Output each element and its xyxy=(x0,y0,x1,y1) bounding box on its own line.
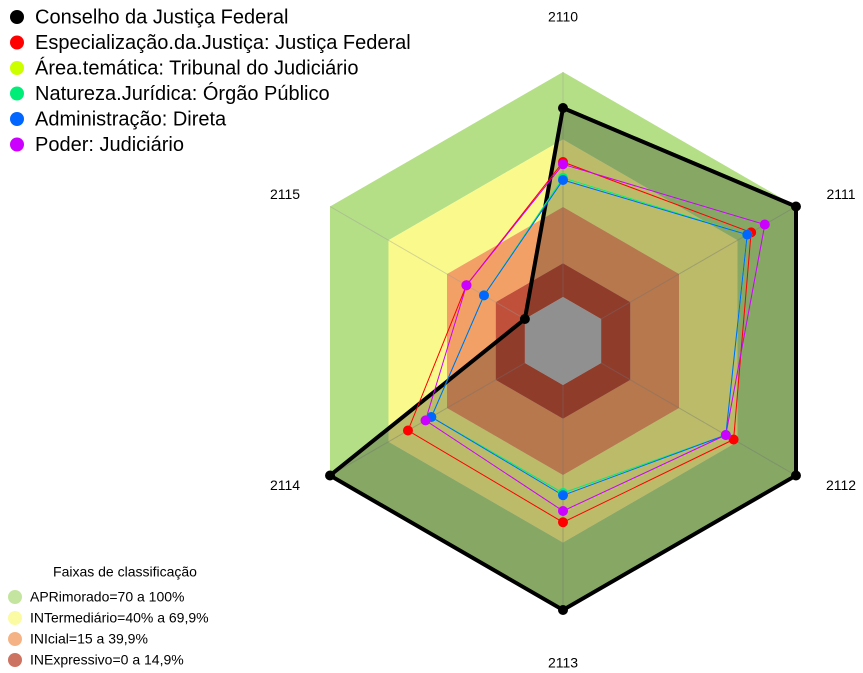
axis-label: 2111 xyxy=(826,186,855,202)
spoke xyxy=(329,206,526,320)
series-point xyxy=(402,425,413,436)
series-point xyxy=(720,430,731,440)
legend-label: Conselho da Justiça Federal xyxy=(35,6,288,28)
band xyxy=(330,72,796,610)
axis-label: 2113 xyxy=(548,655,578,671)
legend-marker xyxy=(10,137,24,152)
spoke xyxy=(600,362,797,476)
legend-label: Administração: Direta xyxy=(35,108,227,130)
axis-label: 2112 xyxy=(826,477,856,493)
legend-marker xyxy=(10,86,24,101)
series-point xyxy=(558,490,568,501)
bands-legend-marker xyxy=(8,590,22,604)
legend-label: Natureza.Jurídica: Órgão Público xyxy=(35,82,330,105)
series-point xyxy=(478,290,489,301)
band xyxy=(388,139,738,543)
series-point xyxy=(558,175,568,185)
legend-label: Poder: Judiciário xyxy=(35,134,184,156)
legend-marker xyxy=(10,112,24,126)
band xyxy=(447,207,679,475)
series-point xyxy=(519,314,530,324)
series-point xyxy=(558,605,568,615)
bands-legend-marker xyxy=(8,611,22,625)
series-point xyxy=(420,415,431,426)
series-point xyxy=(325,470,336,481)
legend-marker xyxy=(10,61,24,75)
series-point xyxy=(558,506,568,516)
series-point xyxy=(728,434,739,445)
legend-label: Área.temática: Tribunal do Judiciário xyxy=(35,56,359,79)
axis-label: 2115 xyxy=(270,186,300,202)
series-point xyxy=(558,517,568,528)
series-point xyxy=(790,470,801,481)
legend-marker xyxy=(10,35,24,50)
axis-label: 2114 xyxy=(270,477,300,493)
series-point xyxy=(790,201,801,212)
bands-legend-label: INIcial=15 a 39,9% xyxy=(30,631,148,647)
bands-legend-title: Faixas de classificação xyxy=(53,564,197,580)
legend-marker xyxy=(10,10,24,24)
axis-label: 2110 xyxy=(548,9,578,25)
bands-legend-marker xyxy=(8,632,22,646)
series-point xyxy=(558,103,568,113)
series-point xyxy=(742,229,753,240)
center-hole xyxy=(524,297,602,385)
bands-legend-label: APRimorado=70 a 100% xyxy=(30,589,185,605)
bands-legend-marker xyxy=(8,653,22,667)
series-point xyxy=(558,159,568,170)
bands-legend-label: INTermediário=40% a 69,9% xyxy=(30,610,209,626)
series-point xyxy=(759,219,770,230)
series-point xyxy=(461,280,472,291)
legend-label: Especialização.da.Justiça: Justiça Feder… xyxy=(35,32,411,54)
bands-legend-label: INExpressivo=0 a 14,9% xyxy=(30,652,184,668)
